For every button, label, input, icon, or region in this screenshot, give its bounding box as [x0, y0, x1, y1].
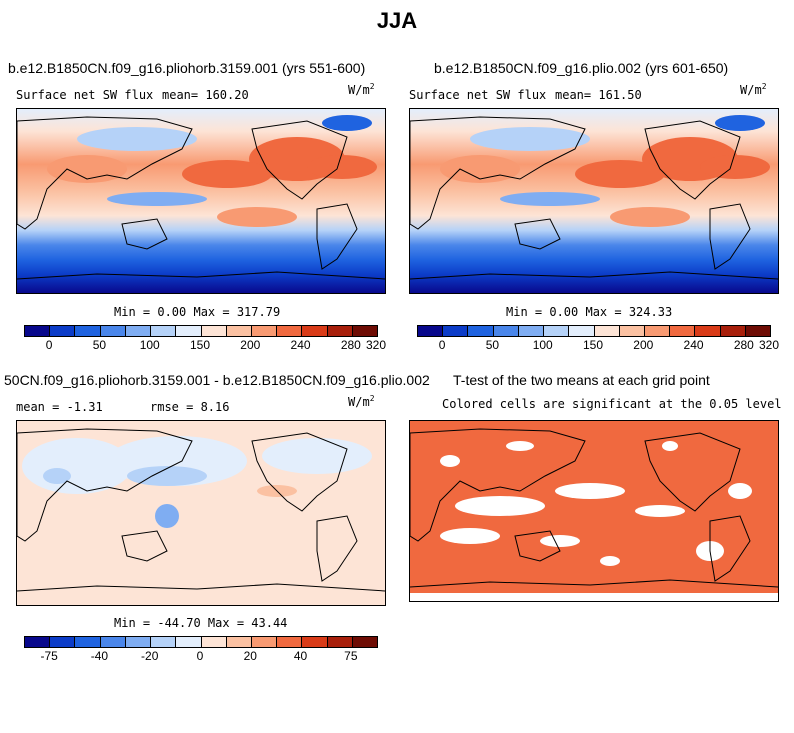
colorbar-tick-label: 0 [196, 649, 204, 663]
colorbar-swatch [50, 637, 76, 647]
colorbar-tick-label: -20 [141, 649, 159, 663]
colorbar-swatch [277, 326, 303, 336]
colorbar-swatch [327, 637, 353, 647]
colorbar-swatch [418, 326, 444, 336]
colorbar-tick-label: 240 [683, 338, 704, 352]
panel3-mean: mean = -1.31 [16, 400, 103, 414]
colorbar-tick-label: 50 [485, 338, 500, 352]
colorbar-swatch [100, 637, 126, 647]
figure-title: JJA [376, 8, 418, 33]
colorbar-swatch [201, 637, 227, 647]
colorbar-swatch [50, 326, 76, 336]
colorbar-tick-label: 280 [340, 338, 361, 352]
panel4-title: T-test of the two means at each grid poi… [453, 372, 710, 388]
colorbar-swatch [176, 326, 202, 336]
panel2-subtitle: Surface net SW flux [409, 88, 547, 102]
panel3-rmse: rmse = 8.16 [150, 400, 230, 414]
colorbar-swatch [226, 637, 252, 647]
colorbar-swatch [251, 637, 278, 647]
colorbar-swatch [352, 637, 378, 647]
colorbar-tick-label: 0 [438, 338, 446, 352]
panel4-map [409, 420, 779, 602]
colorbar-tick-label: 150 [189, 338, 211, 352]
n-america-outline [251, 120, 348, 200]
colorbar-swatch [75, 637, 101, 647]
colorbar-swatch [302, 637, 328, 647]
colorbar-swatch [226, 326, 252, 336]
colorbar-swatch [201, 326, 227, 336]
colorbar-swatch [518, 326, 545, 336]
colorbar-tick-label: 50 [92, 338, 107, 352]
colorbar-tick-label: 200 [633, 338, 654, 352]
panel4-subtitle: Colored cells are significant at the 0.0… [442, 397, 782, 411]
australia-outline [121, 218, 168, 250]
colorbar-swatch [302, 326, 328, 336]
colorbar-tick-label: 240 [290, 338, 311, 352]
colorbar-tick-label: 75 [344, 649, 358, 663]
panel2-title: b.e12.B1850CN.f09_g16.plio.002 (yrs 601-… [434, 60, 729, 76]
colorbar-swatch [125, 326, 152, 336]
colorbar-swatch [695, 326, 721, 336]
colorbar-tick-label: 100 [139, 338, 160, 352]
colorbar-swatch [277, 637, 303, 647]
panel1-title: b.e12.B1850CN.f09_g16.pliohorb.3159.001 … [8, 60, 366, 76]
colorbar-tick-label: 320 [365, 338, 387, 352]
colorbar-tick-label: 200 [240, 338, 261, 352]
panel1-units: W/m2 [348, 82, 375, 97]
colorbar-swatch [352, 326, 378, 336]
colorbar-swatch [151, 637, 177, 647]
colorbar-swatch [720, 326, 746, 336]
colorbar-swatch [544, 326, 570, 336]
insignificant-cells [410, 441, 778, 601]
panel1-colorbar [24, 325, 378, 337]
colorbar-swatch [251, 326, 278, 336]
colorbar-swatch [493, 326, 519, 336]
colorbar-swatch [468, 326, 494, 336]
colorbar-swatch [644, 326, 671, 336]
colorbar-swatch [151, 326, 177, 336]
panel3-map [16, 420, 386, 606]
panel3-minmax: Min = -44.70 Max = 43.44 [114, 616, 288, 630]
colorbar-swatch [176, 637, 202, 647]
colorbar-swatch [100, 326, 126, 336]
colorbar-tick-label: 40 [293, 649, 308, 663]
antarctica-outline [17, 271, 385, 280]
panel1-subtitle: Surface net SW flux [16, 88, 154, 102]
colorbar-tick-label: 280 [733, 338, 754, 352]
s-america-outline [316, 203, 358, 270]
colorbar-swatch [619, 326, 645, 336]
colorbar-tick-label: 100 [532, 338, 553, 352]
panel3-units: W/m2 [348, 394, 375, 409]
colorbar-swatch [594, 326, 620, 336]
colorbar-tick-label: -40 [90, 649, 109, 663]
panel2-map [409, 108, 779, 294]
colorbar-swatch [75, 326, 101, 336]
colorbar-tick-label: 320 [758, 338, 780, 352]
colorbar-swatch [327, 326, 353, 336]
panel2-mean: mean= 161.50 [555, 88, 642, 102]
colorbar-swatch [443, 326, 469, 336]
panel2-units: W/m2 [740, 82, 767, 97]
panel3-title: 50CN.f09_g16.pliohorb.3159.001 - b.e12.B… [4, 372, 430, 388]
colorbar-swatch [25, 326, 51, 336]
colorbar-swatch [25, 637, 51, 647]
panel1-minmax: Min = 0.00 Max = 317.79 [114, 305, 281, 319]
panel3-colorbar [24, 636, 378, 648]
colorbar-tick-label: 20 [243, 649, 257, 663]
colorbar-swatch [569, 326, 595, 336]
colorbar-swatch [125, 637, 152, 647]
panel1-map [16, 108, 386, 294]
panel2-colorbar [417, 325, 771, 337]
colorbar-swatch [670, 326, 696, 336]
panel1-mean: mean= 160.20 [162, 88, 249, 102]
colorbar-tick-label: 150 [582, 338, 604, 352]
colorbar-tick-label: 0 [45, 338, 53, 352]
colorbar-swatch [745, 326, 771, 336]
colorbar-tick-label: -75 [40, 649, 58, 663]
eurasia-africa-outline [17, 116, 193, 230]
panel2-minmax: Min = 0.00 Max = 324.33 [506, 305, 673, 319]
